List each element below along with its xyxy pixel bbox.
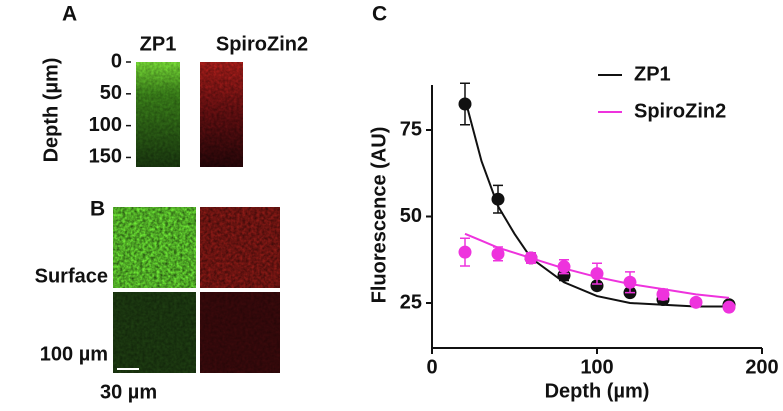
data-point bbox=[590, 279, 604, 293]
data-point bbox=[524, 251, 538, 265]
data-point bbox=[689, 295, 703, 309]
scale-bar-label: 30 µm bbox=[100, 381, 157, 403]
data-point bbox=[656, 287, 670, 301]
row-label: Surface bbox=[35, 265, 108, 287]
legend-label: SpiroZin2 bbox=[634, 100, 726, 122]
x-tick-label: 200 bbox=[745, 356, 778, 378]
y-tick-label: 0 bbox=[111, 50, 122, 72]
x-tick-label: 0 bbox=[426, 356, 437, 378]
panel-label: A bbox=[62, 3, 77, 26]
y-tick-label: 50 bbox=[100, 82, 122, 104]
image-texture bbox=[200, 292, 280, 373]
image-texture bbox=[200, 62, 243, 167]
data-point bbox=[491, 192, 505, 206]
y-axis-label: Fluorescence (AU) bbox=[368, 127, 390, 304]
data-point bbox=[458, 245, 472, 259]
x-tick-label: 100 bbox=[580, 356, 613, 378]
data-point bbox=[722, 300, 736, 314]
data-point bbox=[623, 275, 637, 289]
y-axis-label: Depth (µm) bbox=[40, 58, 62, 163]
image-texture bbox=[200, 207, 280, 288]
panel-label: C bbox=[372, 3, 387, 26]
legend-label: ZP1 bbox=[634, 63, 671, 85]
panel-label: B bbox=[90, 198, 105, 221]
image-texture bbox=[136, 62, 180, 167]
data-point bbox=[590, 267, 604, 281]
data-point bbox=[557, 260, 571, 274]
row-label: 100 µm bbox=[40, 343, 108, 365]
y-tick-label: 25 bbox=[400, 291, 422, 313]
y-tick-label: 75 bbox=[400, 118, 422, 140]
column-label: SpiroZin2 bbox=[216, 33, 308, 55]
data-point bbox=[458, 97, 472, 111]
fit-line bbox=[464, 98, 729, 308]
y-tick-label: 150 bbox=[89, 146, 122, 168]
image-texture bbox=[113, 207, 196, 288]
column-label: ZP1 bbox=[140, 33, 177, 55]
image-texture bbox=[113, 292, 196, 373]
y-tick-label: 100 bbox=[89, 114, 122, 136]
y-tick-label: 50 bbox=[400, 205, 422, 227]
x-axis-label: Depth (µm) bbox=[545, 380, 650, 402]
data-point bbox=[491, 247, 505, 261]
